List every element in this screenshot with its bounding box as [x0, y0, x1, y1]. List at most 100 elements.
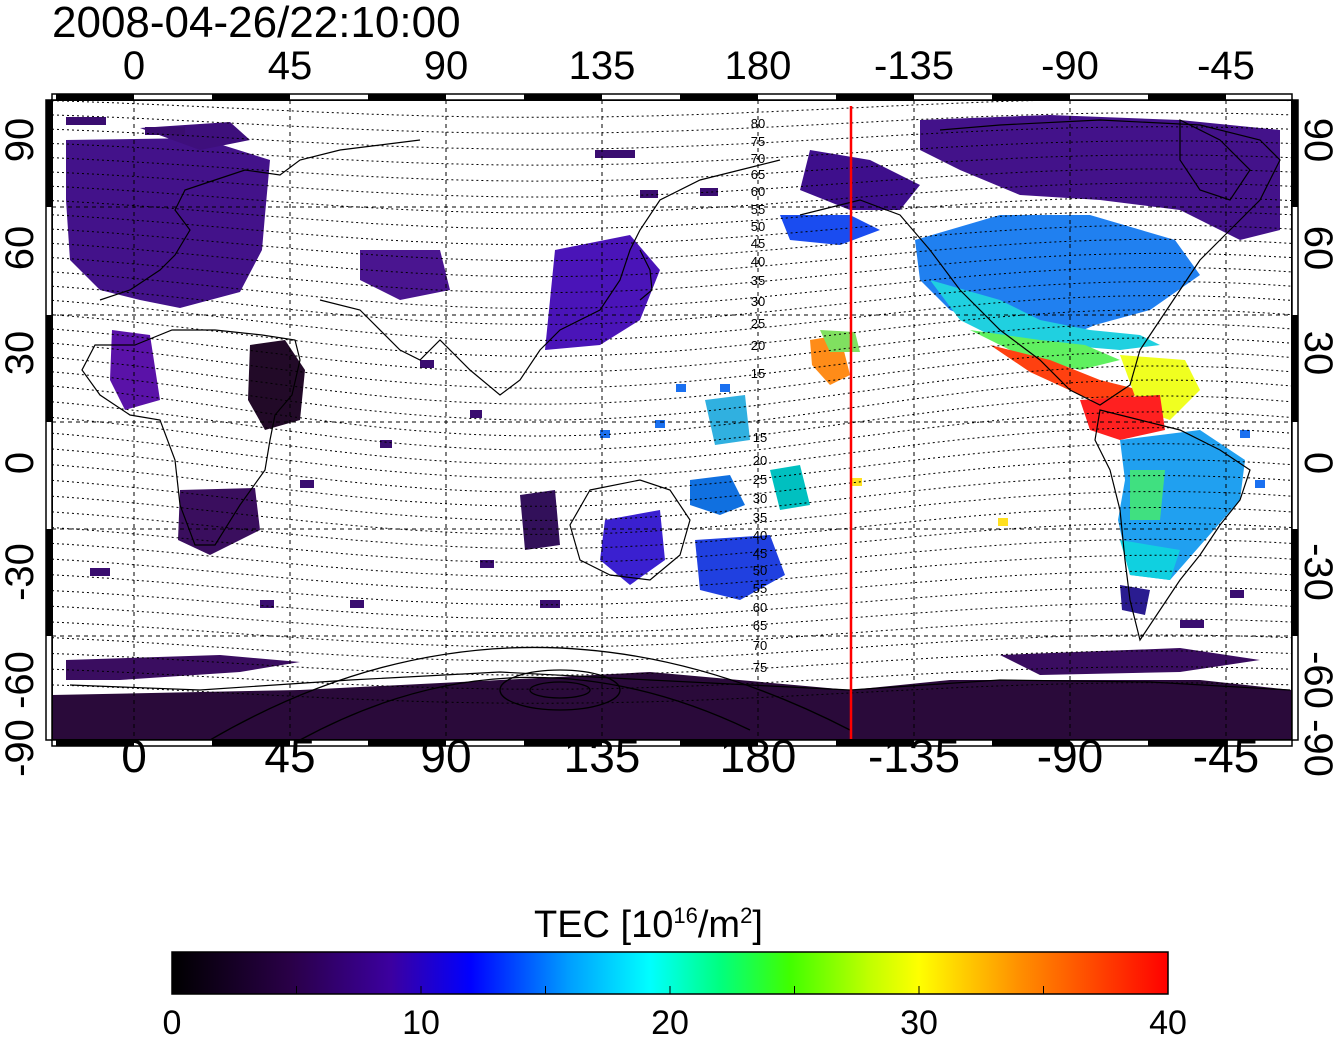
geomagnetic-contour — [52, 538, 1292, 578]
coastline-antarctica — [69, 671, 1291, 691]
geomagnetic-contour — [52, 112, 1292, 134]
coastline-asia — [319, 159, 781, 396]
tec-scatter-pixels — [66, 117, 1244, 628]
frame-tick-block — [46, 315, 52, 422]
contour-label-north: 30 — [751, 294, 765, 309]
geomagnetic-contour — [52, 126, 1292, 150]
contour-label-south: 25 — [753, 472, 767, 487]
contour-label-north: 15 — [751, 366, 765, 381]
contour-label-north: 65 — [751, 167, 765, 182]
tec-region-south-america — [1118, 430, 1245, 580]
map-frame — [45, 93, 1299, 747]
frame-tick-block — [1292, 529, 1298, 636]
geomagnetic-contour — [52, 267, 1292, 309]
contour-label-south: 55 — [753, 581, 767, 596]
lat-tick-right-1: 60 — [1296, 225, 1340, 271]
colorbar-label-close: ] — [752, 904, 763, 946]
geomagnetic-contour — [52, 210, 1292, 246]
frame-tick-block — [680, 740, 758, 746]
coastline-north-america — [799, 119, 1281, 406]
geomagnetic-contour — [52, 618, 1292, 648]
frame-tick-block — [1148, 740, 1226, 746]
lon-tick-bot-3: 135 — [563, 730, 641, 782]
geomagnetic-contour — [52, 168, 1292, 198]
geomagnetic-contour — [52, 295, 1292, 341]
colorbar-label-exp: 16 — [673, 903, 698, 928]
frame-tick-block — [212, 740, 290, 746]
geomagnetic-contour — [52, 650, 1292, 676]
geomagnetic-contours — [52, 100, 1292, 704]
contour-label-south: 65 — [753, 618, 767, 633]
contour-label-south: 50 — [753, 563, 767, 578]
geomagnetic-contour — [52, 682, 1292, 704]
frame-tick-block — [46, 100, 52, 207]
lon-tick-bot-1: 45 — [264, 730, 316, 782]
geomagnetic-contour — [52, 427, 1292, 479]
contour-label-south: 30 — [753, 491, 767, 506]
tec-region-new-zealand — [695, 535, 785, 600]
colorbar-title: TEC [1016/m2] — [534, 896, 763, 945]
contour-label-north: 80 — [751, 116, 765, 131]
frame-tick-block — [992, 740, 1070, 746]
coastline-africa — [81, 329, 301, 546]
geomagnetic-contour — [52, 491, 1292, 535]
coastline-japan — [639, 249, 653, 301]
lat-tick-left-6: -90 — [0, 719, 42, 777]
geomagnetic-contour — [52, 224, 1292, 262]
geomagnetic-contour — [52, 443, 1292, 493]
frame-tick-block — [836, 94, 914, 100]
contour-label-south: 20 — [753, 453, 767, 468]
contour-label-south: 75 — [753, 660, 767, 675]
geomagnetic-contour — [52, 238, 1292, 278]
contour-label-south: 35 — [753, 510, 767, 525]
frame-tick-block — [368, 94, 446, 100]
contour-label-group: 8075706560555045403530252015152025303540… — [751, 116, 767, 675]
lat-tick-left-4: -30 — [0, 543, 42, 601]
contour-label-north: 35 — [751, 273, 765, 288]
coastline-layer — [69, 119, 1291, 691]
lon-tick-top-4: 180 — [724, 44, 792, 88]
lon-tick-bot-0: 0 — [121, 730, 147, 782]
contour-label-south: 60 — [753, 600, 767, 615]
lon-tick-top-6: -90 — [1041, 44, 1099, 88]
geomagnetic-contour — [52, 666, 1292, 690]
lat-tick-right-4: -30 — [1296, 543, 1340, 601]
geomagnetic-contour — [52, 154, 1292, 182]
lat-tick-right-0: 90 — [1296, 117, 1340, 163]
frame-tick-block — [56, 94, 134, 100]
colorbar-label-main: TEC [10 — [534, 904, 674, 946]
geomagnetic-contour — [52, 602, 1292, 634]
timestamp-title: 2008-04-26/22:10:00 — [52, 0, 461, 47]
south-pole-contours — [209, 646, 851, 740]
frame-tick-block — [1292, 315, 1298, 422]
lon-tick-top-0: 0 — [122, 44, 146, 88]
contour-label-south: 15 — [753, 430, 767, 445]
lon-tick-bot-6: -90 — [1036, 730, 1104, 782]
tec-region-antarctica — [52, 672, 1292, 740]
lon-tick-top-5: -135 — [873, 44, 955, 88]
coastline-greenland — [1179, 119, 1251, 201]
lat-tick-left-1: 60 — [0, 225, 42, 271]
geomagnetic-contour — [52, 570, 1292, 606]
colorbar-tick-label: 20 — [651, 1004, 689, 1042]
lat-tick-left-0: 90 — [0, 117, 42, 163]
lon-tick-bot-7: -45 — [1192, 730, 1260, 782]
geomagnetic-contour — [52, 100, 1292, 118]
contour-label-south: 40 — [753, 528, 767, 543]
geomagnetic-contour — [52, 522, 1292, 564]
frame-tick-block — [992, 94, 1070, 100]
lon-tick-top-7: -45 — [1197, 44, 1255, 88]
lat-tick-left-2: 30 — [0, 330, 42, 376]
geomagnetic-contour — [52, 196, 1292, 230]
lat-tick-right-3: 0 — [1296, 451, 1340, 475]
frame-tick-block — [368, 740, 446, 746]
frame-tick-block — [524, 94, 602, 100]
lat-tick-right-6: -90 — [1296, 719, 1340, 777]
lon-tick-top-1: 45 — [267, 44, 313, 88]
tec-region-north-america — [915, 215, 1200, 340]
lat-tick-right-5: -60 — [1296, 651, 1340, 709]
contour-label-south: 70 — [753, 638, 767, 653]
geomagnetic-contour — [52, 507, 1292, 549]
contour-label-north: 75 — [751, 134, 765, 149]
